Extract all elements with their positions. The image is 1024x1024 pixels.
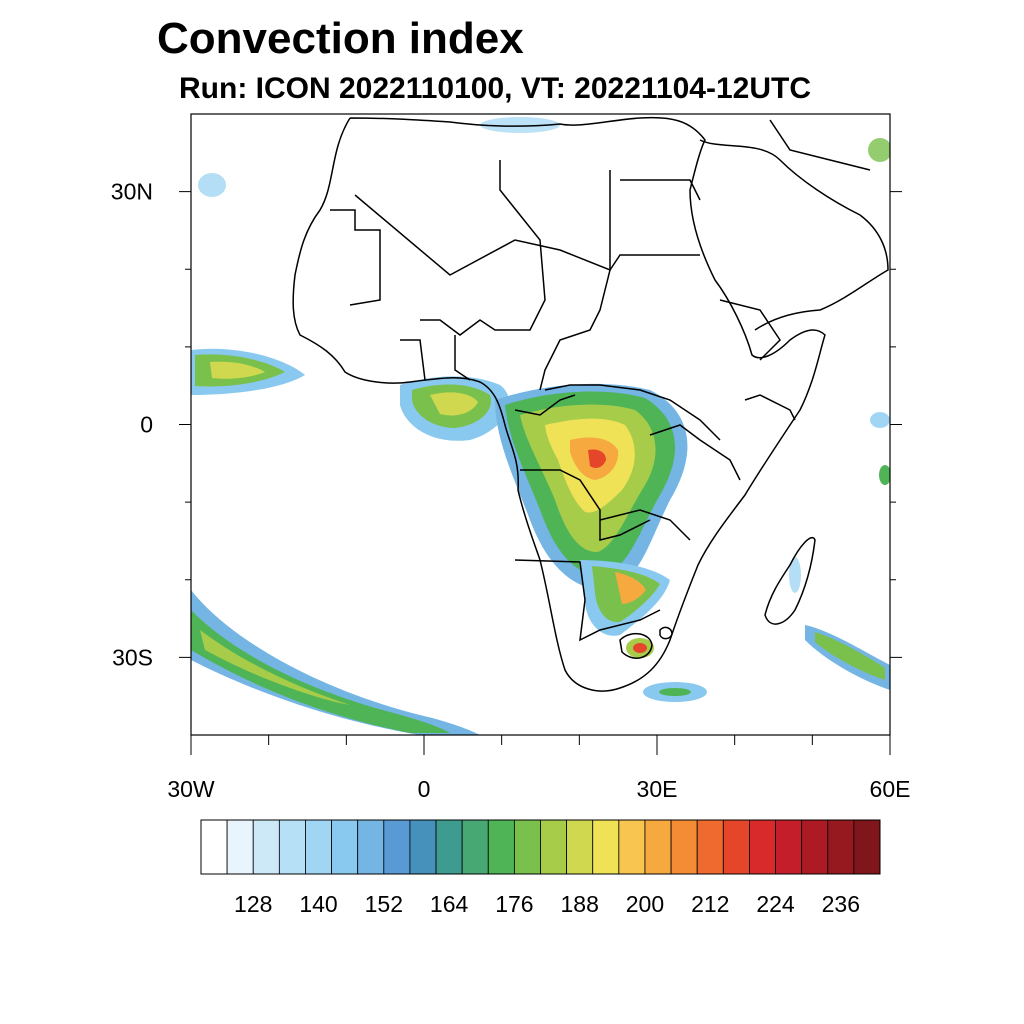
colorbar-label: 236 [822, 891, 860, 917]
lat-label: 30N [111, 179, 153, 205]
colorbar-swatch [278, 819, 306, 875]
colorbar-swatch [670, 819, 698, 875]
colorbar-swatch [592, 819, 620, 875]
colorbar-label: 164 [430, 891, 469, 917]
colorbar-swatch [566, 819, 594, 875]
colorbar-swatch [722, 819, 750, 875]
lon-label: 0 [418, 776, 431, 802]
colorbar-swatch [331, 819, 359, 875]
colorbar-swatch [252, 819, 280, 875]
colorbar-swatch [618, 819, 646, 875]
lat-label: 0 [140, 412, 153, 438]
colorbar-swatch [644, 819, 672, 875]
map-ticks [179, 191, 902, 755]
colorbar-swatch [775, 819, 803, 875]
lon-label: 60E [870, 776, 911, 802]
chart-title: Convection index [157, 14, 524, 63]
colorbar-label: 152 [365, 891, 403, 917]
colorbar-swatch [696, 819, 724, 875]
lon-label: 30W [167, 776, 215, 802]
colorbar-swatch [357, 819, 385, 875]
colorbar-swatch [513, 819, 541, 875]
colorbar-label: 224 [756, 891, 795, 917]
colorbar-label: 212 [691, 891, 729, 917]
colorbar-label: 200 [626, 891, 664, 917]
colorbar-swatch [305, 819, 332, 875]
colorbar-swatch [226, 819, 254, 875]
colorbar-label: 176 [495, 891, 533, 917]
colorbar-frame [200, 819, 881, 875]
colorbar-swatch [461, 819, 489, 875]
colorbar-label: 128 [234, 891, 272, 917]
chart-subtitle: Run: ICON 2022110100, VT: 20221104-12UTC [179, 72, 812, 105]
colorbar-swatch [749, 819, 776, 875]
colorbar-swatch [383, 819, 411, 875]
lat-label: 30S [112, 644, 153, 670]
map-axis-labels: 30N 0 30S 30W 0 30E 60E [111, 179, 911, 802]
lon-label: 30E [637, 776, 678, 802]
colorbar-swatch [409, 819, 437, 875]
colorbar-swatch [487, 819, 515, 875]
colorbar-label: 140 [299, 891, 337, 917]
coastline-borders [292, 116, 889, 692]
colorbar-swatch [801, 819, 829, 875]
colorbar-swatch [200, 819, 228, 875]
colorbar-swatch [827, 819, 855, 875]
colorbar-swatch [853, 819, 881, 875]
colorbar-swatch [540, 819, 568, 875]
colorbar-label: 188 [560, 891, 598, 917]
colorbar: 128 140 152 164 176 188 200 212 224 236 [200, 819, 881, 917]
colorbar-swatch [435, 819, 463, 875]
